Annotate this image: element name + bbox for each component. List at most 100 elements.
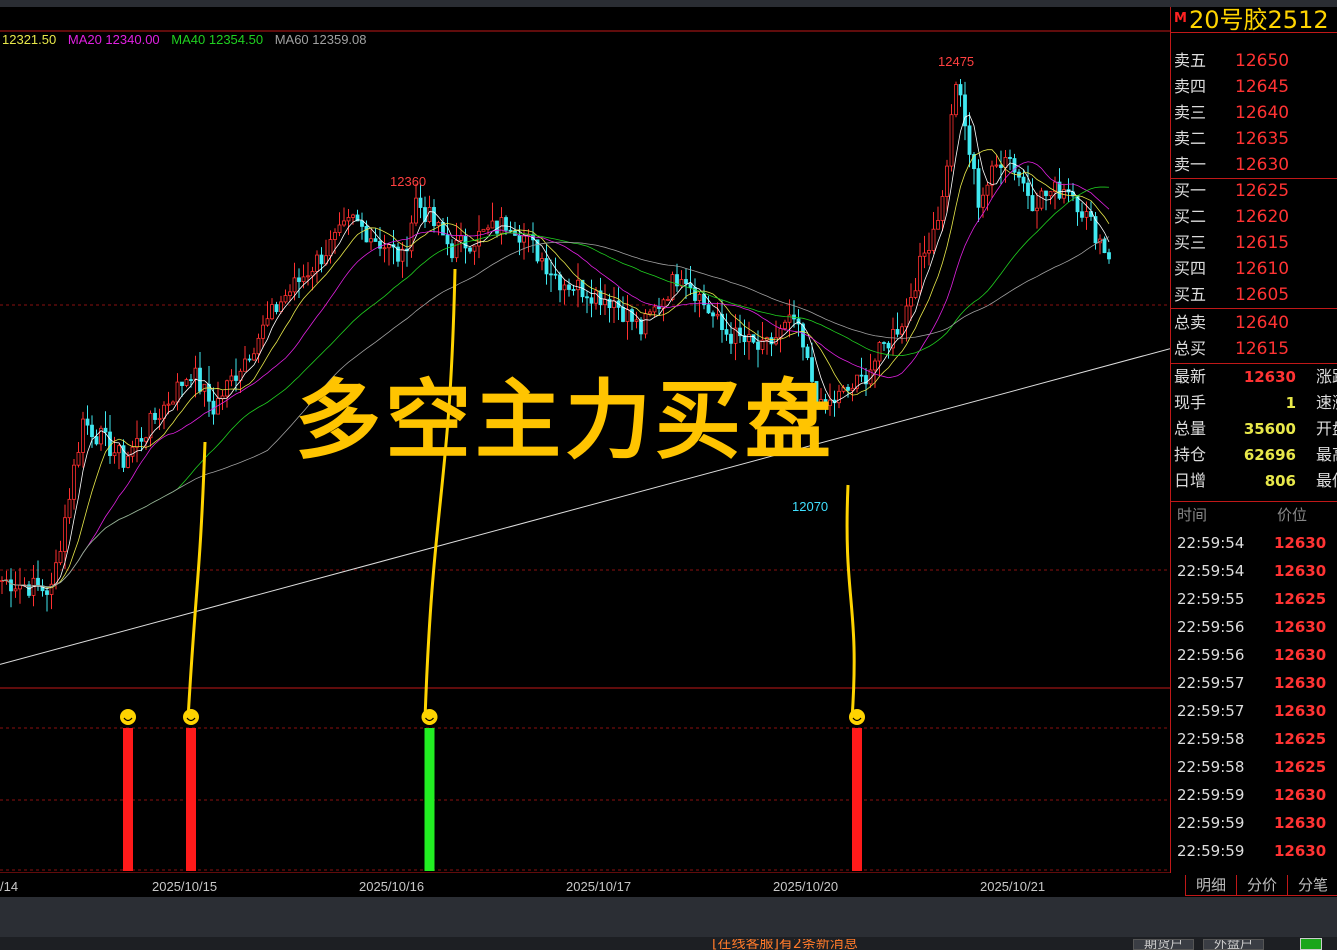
foreign-account-button[interactable]: 外盘户: [1203, 939, 1265, 950]
tick-time: 22:59:54: [1177, 534, 1245, 552]
candle-body: [382, 247, 387, 250]
tick-row: 22:59:57 12630: [1177, 669, 1337, 697]
candle-body: [436, 222, 441, 227]
candle-body: [283, 295, 288, 303]
annotation-curve: [186, 441, 207, 720]
ask-row: 卖三 12640: [1174, 100, 1334, 126]
candle-body: [823, 399, 828, 407]
candle-body: [630, 309, 634, 322]
divider: [1171, 308, 1337, 309]
candle-body: [423, 207, 427, 223]
candle-body: [549, 273, 553, 276]
candle-body: [837, 390, 841, 404]
candle-body: [504, 217, 508, 231]
candle-body: [121, 445, 126, 468]
date-label: 2025/10/16: [359, 879, 425, 894]
candle-body: [454, 240, 459, 259]
candle-body: [445, 234, 450, 245]
candle-body: [945, 165, 949, 197]
candle-body: [810, 357, 814, 382]
tab-detail[interactable]: 明细: [1185, 875, 1237, 896]
candle-body: [585, 296, 589, 299]
smiley-icon: [849, 709, 865, 725]
candle-body: [270, 304, 274, 320]
candle-body: [967, 125, 972, 155]
tab-price-split[interactable]: 分价: [1236, 875, 1288, 896]
low-price-label: 12070: [792, 499, 829, 514]
candle-body: [576, 279, 580, 291]
candle-body: [418, 197, 423, 208]
candle-body: [94, 436, 99, 445]
candle-body: [1008, 157, 1012, 159]
divider: [1171, 363, 1337, 364]
candle-body: [297, 277, 301, 283]
service-message[interactable]: [在线客服]有2条新消息: [712, 939, 858, 950]
signal-bar: [424, 728, 435, 871]
candle-body: [909, 297, 913, 307]
top-bar: [0, 0, 1337, 7]
tick-row: 22:59:55 12625: [1177, 585, 1337, 613]
tick-time: 22:59:59: [1177, 842, 1245, 860]
tab-ticks[interactable]: 分笔: [1287, 875, 1337, 896]
tick-time: 22:59:55: [1177, 590, 1245, 608]
candle-body: [675, 274, 679, 287]
tick-time: 22:59:57: [1177, 702, 1245, 720]
ask-row: 卖一 12630: [1174, 152, 1334, 178]
ma20-value: MA20 12340.00: [67, 32, 160, 47]
candle-body: [72, 464, 76, 500]
bid-label: 买三: [1174, 233, 1207, 252]
stat-label-2: 涨跌: [1316, 367, 1337, 386]
candle-body: [175, 381, 180, 403]
candle-body: [45, 590, 49, 595]
total-row: 总买 12615: [1174, 336, 1334, 362]
tick-row: 22:59:56 12630: [1177, 613, 1337, 641]
bid-price: 12610: [1235, 259, 1290, 279]
tick-row: 22:59:56 12630: [1177, 641, 1337, 669]
kline-chart[interactable]: [0, 7, 1170, 873]
candle-body: [288, 291, 292, 296]
ask-price: 12630: [1235, 155, 1290, 175]
futures-account-button[interactable]: 期货户: [1133, 939, 1195, 950]
stat-label: 最新: [1174, 367, 1207, 386]
ma40-line: [1, 186, 1110, 588]
candle-body: [427, 207, 432, 223]
candle-body: [373, 238, 378, 242]
candle-body: [877, 342, 882, 362]
stat-label-2: 速涨: [1316, 393, 1337, 412]
stat-row: 最新 12630 涨跌: [1174, 364, 1337, 390]
ask-price: 12635: [1235, 129, 1290, 149]
candle-body: [13, 588, 18, 592]
tick-price: 12625: [1274, 730, 1327, 748]
candle-body: [639, 319, 643, 335]
candle-body: [468, 247, 472, 252]
candle-body: [117, 445, 121, 454]
stat-value: 35600: [1243, 420, 1296, 438]
candle-body: [49, 583, 54, 595]
candle-body: [769, 337, 774, 345]
candle-body: [742, 335, 747, 343]
candle-body: [328, 239, 333, 257]
candle-body: [1035, 207, 1039, 212]
ask-label: 卖三: [1174, 103, 1207, 122]
candle-body: [900, 326, 904, 335]
candle-body: [1102, 238, 1107, 254]
candle-body: [99, 427, 103, 445]
candle-body: [432, 207, 436, 227]
candle-body: [567, 284, 571, 290]
total-row: 总卖 12640: [1174, 310, 1334, 336]
candle-body: [922, 252, 927, 257]
smiley-icon: [120, 709, 136, 725]
candle-body: [1026, 182, 1030, 196]
tick-price: 12630: [1274, 702, 1327, 720]
bid-row: 买三 12615: [1174, 230, 1334, 256]
candle-body: [981, 194, 985, 208]
candle-body: [760, 339, 765, 350]
candle-body: [1003, 157, 1008, 168]
candle-body: [954, 84, 958, 116]
candle-body: [1030, 195, 1035, 212]
candle-body: [535, 239, 540, 262]
candle-body: [310, 271, 315, 277]
candle-body: [999, 164, 1003, 168]
candle-body: [648, 311, 652, 315]
candle-body: [54, 562, 58, 585]
